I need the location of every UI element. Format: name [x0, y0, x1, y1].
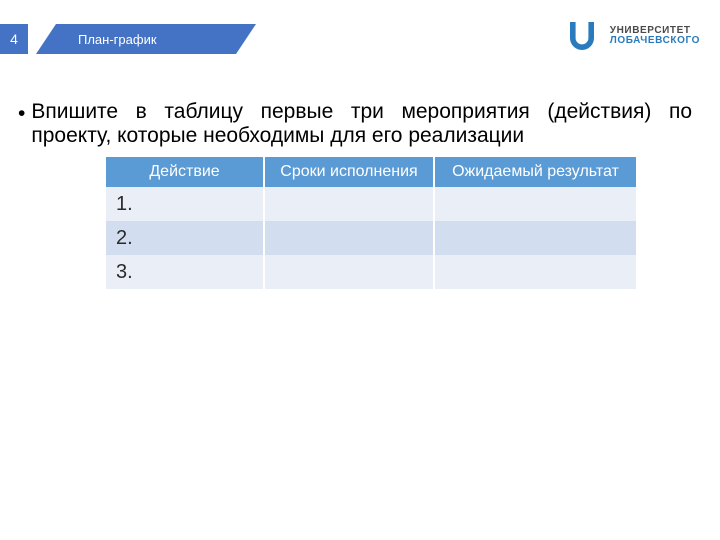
logo-text: УНИВЕРСИТЕТ ЛОБАЧЕВСКОГО: [610, 26, 700, 47]
plan-table: Действие Сроки исполнения Ожидаемый резу…: [106, 157, 636, 289]
cell-deadline: [264, 255, 434, 289]
cell-action: 2.: [106, 221, 264, 255]
banner-title: План-график: [78, 24, 157, 54]
table-body: 1. 2. 3.: [106, 187, 636, 289]
logo-mark-icon: [562, 16, 602, 56]
slide-header: 4 План-график УНИВЕРСИТЕТ ЛОБАЧЕВСКОГО: [0, 0, 720, 70]
col-header-deadline: Сроки исполнения: [264, 157, 434, 187]
col-header-action: Действие: [106, 157, 264, 187]
cell-result: [434, 221, 636, 255]
col-header-result: Ожидаемый результат: [434, 157, 636, 187]
instruction-text: Впишите в таблицу первые три мероприятия…: [31, 100, 692, 147]
cell-deadline: [264, 221, 434, 255]
cell-deadline: [264, 187, 434, 221]
cell-result: [434, 255, 636, 289]
university-logo: УНИВЕРСИТЕТ ЛОБАЧЕВСКОГО: [562, 16, 700, 56]
page-number-box: 4: [0, 24, 28, 54]
title-banner: План-график: [36, 24, 256, 54]
cell-action: 3.: [106, 255, 264, 289]
table-header-row: Действие Сроки исполнения Ожидаемый резу…: [106, 157, 636, 187]
slide-content: • Впишите в таблицу первые три мероприят…: [0, 70, 720, 289]
table-row: 2.: [106, 221, 636, 255]
table-row: 1.: [106, 187, 636, 221]
cell-action: 1.: [106, 187, 264, 221]
instruction-paragraph: • Впишите в таблицу первые три мероприят…: [18, 100, 692, 147]
cell-result: [434, 187, 636, 221]
logo-line-2: ЛОБАЧЕВСКОГО: [610, 36, 700, 47]
page-number: 4: [10, 31, 18, 47]
table-row: 3.: [106, 255, 636, 289]
bullet-icon: •: [18, 100, 25, 126]
